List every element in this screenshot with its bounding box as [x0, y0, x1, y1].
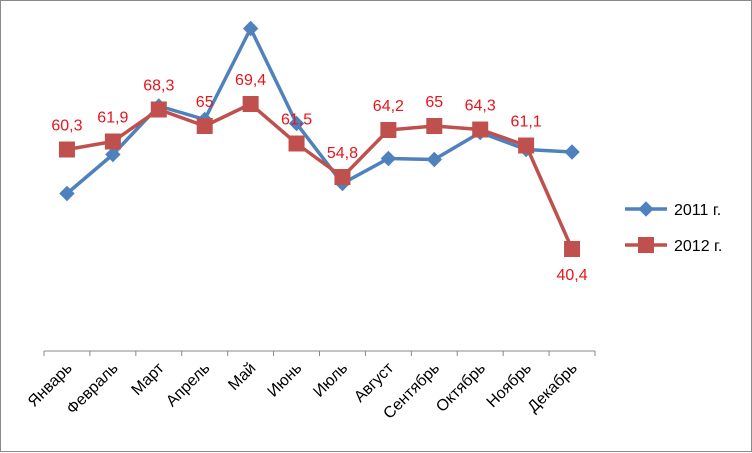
- data-label: 65: [425, 94, 443, 111]
- x-tick-label: Май: [225, 360, 259, 394]
- data-label: 54,8: [327, 145, 358, 162]
- series-line-2: [66, 102, 574, 250]
- data-point: [242, 20, 259, 37]
- x-tick-label: Октябрь: [433, 360, 489, 416]
- data-label: 61,1: [511, 114, 542, 131]
- data-point: [380, 150, 397, 167]
- legend-label: 2012 г.: [674, 238, 722, 255]
- x-tick-label: Декабрь: [525, 360, 581, 416]
- data-point: [242, 96, 259, 112]
- legend-marker: [638, 201, 654, 217]
- series-line-1: [65, 26, 573, 195]
- data-point: [288, 135, 305, 152]
- data-point: [196, 118, 213, 134]
- legend-marker: [638, 237, 654, 253]
- x-tick-label: Июнь: [265, 360, 306, 401]
- data-label: 64,2: [373, 98, 404, 115]
- data-point: [288, 115, 305, 132]
- x-tick-label: Март: [129, 359, 169, 399]
- data-point: [59, 185, 75, 202]
- data-point: [58, 141, 75, 158]
- data-label: 64,3: [465, 98, 496, 115]
- data-label: 40,4: [556, 267, 587, 284]
- x-axis-ticks: [43, 351, 596, 356]
- data-point: [104, 133, 121, 150]
- legend: 2011 г. 2012 г.: [625, 201, 722, 255]
- data-point: [334, 169, 351, 185]
- data-label: 61,9: [97, 110, 128, 127]
- data-point: [150, 101, 167, 118]
- data-label: 60,3: [51, 118, 82, 135]
- data-label: 65: [196, 94, 214, 111]
- series-lines: [65, 26, 574, 250]
- data-labels: 60,3 61,9 68,3 65 69,4 61,5 54,8 64,2 65 64,3 61,1…: [51, 72, 587, 284]
- data-point: [564, 144, 580, 160]
- data-label: 61,5: [281, 112, 312, 129]
- data-point: [380, 122, 397, 138]
- data-point: [472, 121, 489, 138]
- data-label: 69,4: [235, 72, 266, 89]
- x-tick-label: Июль: [310, 360, 351, 401]
- x-tick-label: Апрель: [163, 360, 213, 410]
- series-markers: [58, 20, 581, 257]
- data-point: [426, 151, 442, 168]
- data-point: [518, 137, 535, 154]
- data-point: [564, 241, 581, 257]
- data-point: [426, 118, 443, 134]
- data-label: 68,3: [143, 78, 174, 95]
- legend-label: 2011 г.: [674, 202, 721, 219]
- data-point: [105, 146, 121, 163]
